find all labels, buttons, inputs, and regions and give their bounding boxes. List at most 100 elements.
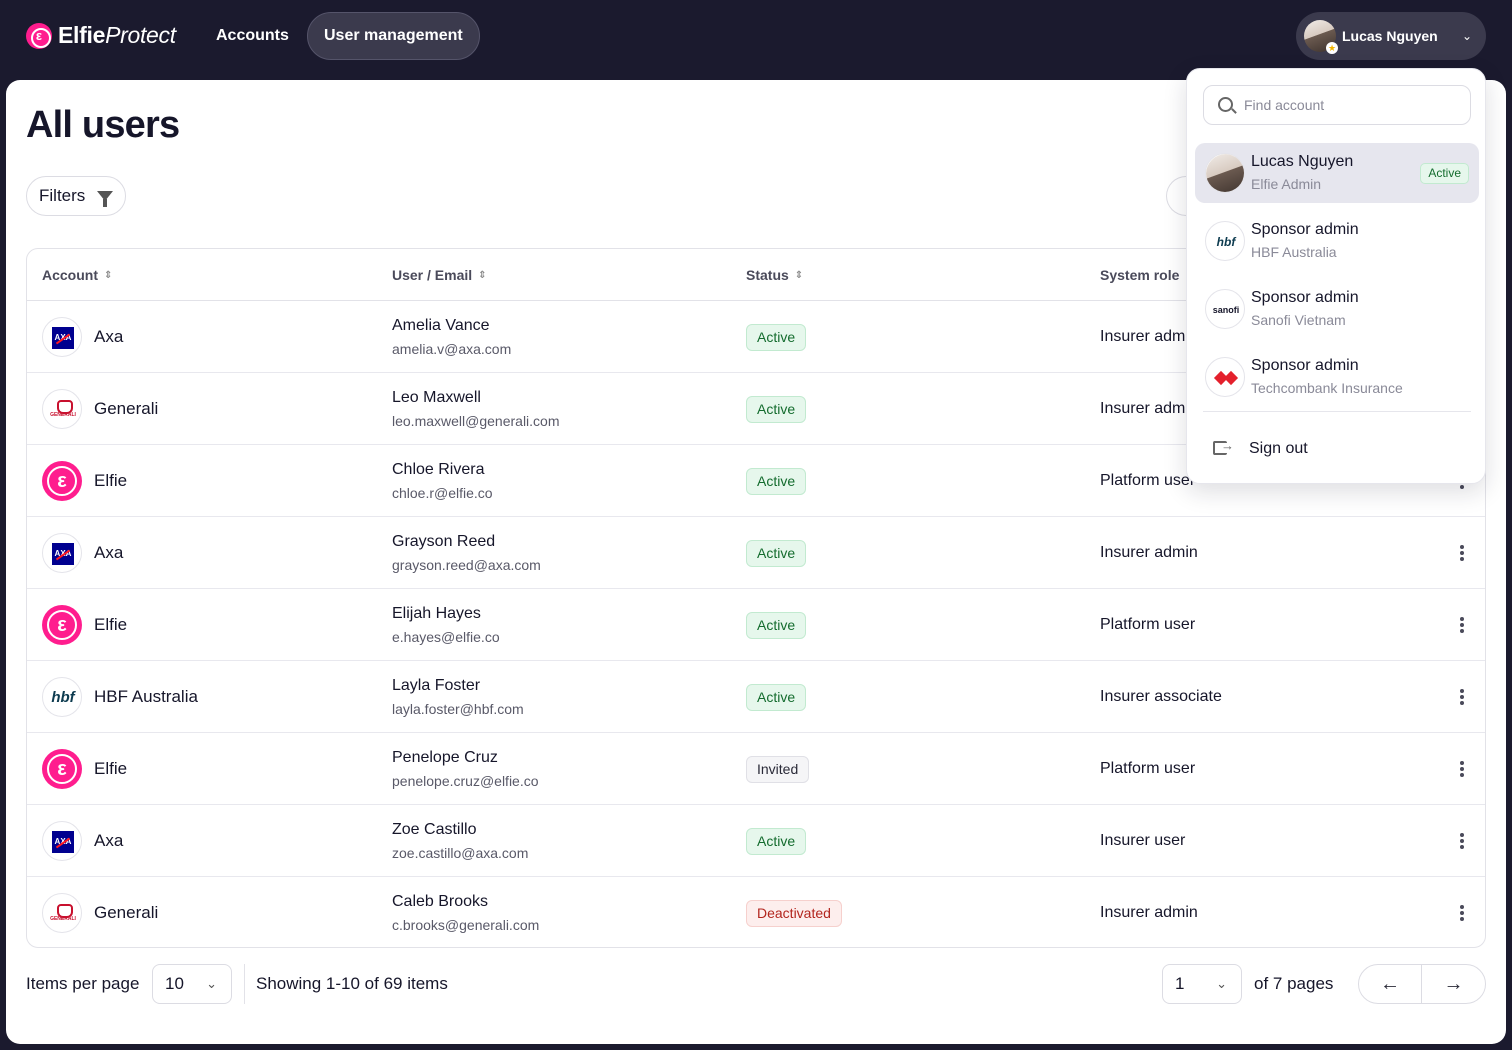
generali-logo-icon: GENERALI: [42, 389, 82, 429]
system-role: Insurer user: [1100, 832, 1186, 849]
user-email: chloe.r@elfie.co: [392, 485, 493, 501]
table-row[interactable]: AXA Axa Zoe Castillo zoe.castillo@axa.com Ac…: [27, 805, 1485, 877]
table-row[interactable]: ε Elfie Chloe Rivera chloe.r@elfie.co Active…: [27, 445, 1485, 517]
account-name: Axa: [94, 327, 124, 346]
page-select[interactable]: 1 ⌄: [1162, 964, 1242, 1004]
system-role: Insurer associate: [1100, 688, 1222, 705]
user-email: grayson.reed@axa.com: [392, 557, 541, 573]
hbf-logo-icon: hbf: [1205, 221, 1245, 261]
more-options-icon[interactable]: [1452, 543, 1472, 563]
status-badge: Active: [746, 396, 807, 423]
user-name: Leo Maxwell: [392, 389, 481, 406]
user-email: amelia.v@axa.com: [392, 341, 512, 357]
more-options-icon[interactable]: [1452, 687, 1472, 707]
account-option-elfie-admin[interactable]: Lucas Nguyen Elfie Admin Active: [1195, 143, 1479, 203]
account-option-sanofi[interactable]: sanofi Sponsor admin Sanofi Vietnam: [1195, 279, 1479, 339]
more-options-icon[interactable]: [1452, 615, 1472, 635]
table-row[interactable]: GENERALI Generali Caleb Brooks c.brooks@gen…: [27, 877, 1485, 947]
system-role: Insurer admin: [1100, 544, 1198, 561]
status-badge: Deactivated: [746, 900, 842, 927]
chevron-down-icon: ⌄: [1461, 29, 1472, 43]
avatar: [1205, 153, 1245, 193]
account-subtitle: Elfie Admin: [1251, 176, 1322, 192]
account-subtitle: HBF Australia: [1251, 244, 1337, 260]
divider: [1203, 411, 1471, 412]
chevron-down-icon: ⌄: [206, 976, 217, 991]
tab-accounts[interactable]: Accounts: [216, 27, 289, 44]
total-pages: of 7 pages: [1254, 974, 1334, 993]
account-name: Elfie: [94, 471, 128, 490]
table-header: Account ⇕ User / Email ⇕ Status ⇕ System ro…: [27, 249, 1485, 301]
avatar: ★: [1304, 20, 1338, 54]
filters-button[interactable]: Filters: [26, 176, 127, 216]
system-role: Insurer admin: [1100, 400, 1198, 417]
prev-page-button[interactable]: ←: [1359, 965, 1423, 1003]
divider: [244, 964, 245, 1004]
items-per-page-label: Items per page: [26, 974, 140, 993]
user-email: layla.foster@hbf.com: [392, 701, 524, 717]
table-row[interactable]: AXA Axa Amelia Vance amelia.v@axa.com Active…: [27, 301, 1485, 373]
next-page-button[interactable]: →: [1443, 973, 1464, 995]
elfie-logo-icon: ε: [26, 22, 52, 49]
status-badge: Active: [746, 324, 807, 351]
account-option-techcombank[interactable]: Sponsor admin Techcombank Insurance: [1195, 347, 1479, 407]
chevron-down-icon: ⌄: [1216, 976, 1227, 991]
account-name: Elfie: [94, 759, 128, 778]
table-row[interactable]: ε Elfie Elijah Hayes e.hayes@elfie.co Active…: [27, 589, 1485, 661]
elfie-logo-icon: ε: [42, 461, 82, 501]
account-option-hbf[interactable]: hbf Sponsor admin HBF Australia: [1195, 211, 1479, 271]
account-name: Generali: [94, 399, 159, 418]
axa-logo-icon: AXA: [42, 533, 82, 573]
brand-name: ElfieProtect: [58, 22, 176, 48]
account-switcher-dropdown: Lucas Nguyen Elfie Admin Active hbf Spon…: [1186, 68, 1486, 484]
search-icon: [1218, 97, 1233, 112]
user-menu-button[interactable]: ★ Lucas Nguyen ⌄: [1296, 12, 1486, 60]
hbf-logo-icon: hbf: [42, 677, 82, 717]
more-options-icon[interactable]: [1452, 903, 1472, 923]
account-subtitle: Techcombank Insurance: [1251, 380, 1403, 396]
sign-out-icon: [1213, 441, 1227, 455]
table-row[interactable]: hbf HBF Australia Layla Foster layla.foster…: [27, 661, 1485, 733]
column-status[interactable]: Status ⇕: [746, 249, 803, 302]
axa-logo-icon: AXA: [42, 821, 82, 861]
page-title: All users: [26, 104, 180, 146]
showing-count: Showing 1-10 of 69 items: [256, 974, 448, 993]
star-icon: ★: [1326, 42, 1338, 54]
sort-icon: ⇕: [794, 270, 804, 282]
filters-label: Filters: [39, 186, 86, 205]
user-email: penelope.cruz@elfie.co: [392, 773, 539, 789]
find-account-field[interactable]: [1203, 85, 1471, 125]
techcombank-logo-icon: [1205, 357, 1245, 397]
user-name: Zoe Castillo: [392, 821, 477, 838]
column-user-email[interactable]: User / Email ⇕: [392, 249, 487, 302]
account-name: HBF Australia: [94, 687, 198, 706]
sort-icon: ⇕: [478, 270, 487, 282]
top-navigation: ε ElfieProtect Accounts User management …: [0, 0, 1512, 80]
sanofi-logo-icon: sanofi: [1205, 289, 1245, 329]
account-name: Axa: [94, 831, 124, 850]
table-row[interactable]: ε Elfie Penelope Cruz penelope.cruz@elfie.c…: [27, 733, 1485, 805]
column-account[interactable]: Account ⇕: [42, 249, 112, 302]
user-name: Elijah Hayes: [392, 605, 481, 622]
items-per-page-select[interactable]: 10 ⌄: [152, 964, 232, 1004]
user-name: Lucas Nguyen: [1342, 28, 1438, 44]
elfie-logo-icon: ε: [42, 749, 82, 789]
sign-out-label: Sign out: [1249, 440, 1308, 457]
account-title: Sponsor admin: [1251, 221, 1359, 238]
table-row[interactable]: AXA Axa Grayson Reed grayson.reed@axa.com Ac…: [27, 517, 1485, 589]
user-name: Caleb Brooks: [392, 893, 489, 910]
page-arrows: ← →: [1358, 964, 1486, 1004]
brand-logo[interactable]: ε ElfieProtect: [26, 22, 176, 49]
sign-out-button[interactable]: → Sign out: [1203, 429, 1471, 469]
tab-user-management[interactable]: User management: [307, 12, 480, 60]
more-options-icon[interactable]: [1452, 831, 1472, 851]
find-account-input[interactable]: [1244, 86, 1464, 124]
more-options-icon[interactable]: [1452, 759, 1472, 779]
system-role: Platform user: [1100, 616, 1196, 633]
system-role: Platform user: [1100, 472, 1196, 489]
status-badge: Active: [746, 684, 807, 711]
table-row[interactable]: GENERALI Generali Leo Maxwell leo.maxwell@g…: [27, 373, 1485, 445]
status-badge: Active: [1420, 163, 1469, 184]
account-subtitle: Sanofi Vietnam: [1251, 312, 1346, 328]
table-body: AXA Axa Amelia Vance amelia.v@axa.com Active…: [27, 301, 1485, 947]
